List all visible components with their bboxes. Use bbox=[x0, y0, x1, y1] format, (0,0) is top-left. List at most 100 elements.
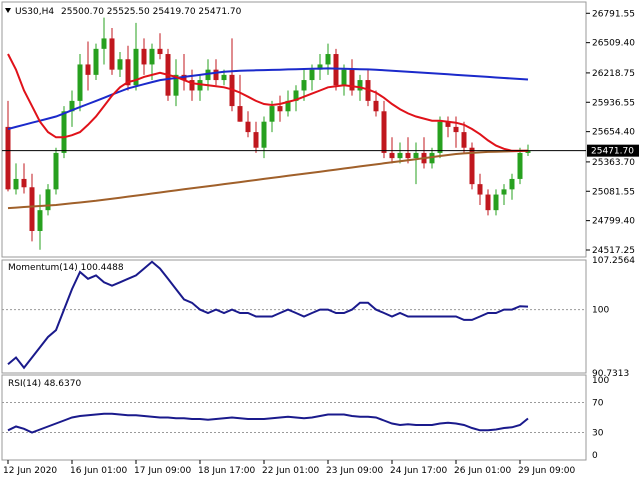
price-tick-label: 26791.55 bbox=[592, 9, 635, 19]
candle-body bbox=[509, 178, 515, 190]
ohlc-readout: 25500.70 25525.50 25419.70 25471.70 bbox=[61, 7, 242, 17]
candle-body bbox=[45, 189, 51, 211]
candle-body bbox=[453, 126, 459, 133]
main-panel-frame bbox=[1, 1, 587, 258]
time-tick-label: 22 Jun 01:00 bbox=[262, 466, 319, 476]
price-tick-label: 25363.70 bbox=[592, 158, 635, 168]
time-tick-label: 17 Jun 09:00 bbox=[134, 466, 191, 476]
price-tick-label: 24799.40 bbox=[592, 217, 635, 227]
rsi-panel-frame bbox=[1, 374, 587, 461]
candle-body bbox=[317, 64, 323, 70]
ema50-line bbox=[7, 67, 529, 130]
current-price-label: 25471.70 bbox=[591, 147, 634, 157]
candle-body bbox=[381, 111, 387, 153]
time-tick-label: 26 Jun 01:00 bbox=[454, 466, 511, 476]
price-tick-label: 26509.40 bbox=[592, 39, 635, 49]
candle-body bbox=[437, 121, 443, 153]
candle-body bbox=[77, 64, 83, 101]
candle-body bbox=[213, 69, 219, 81]
momentum-panel-frame bbox=[1, 259, 587, 374]
candle-body bbox=[309, 69, 315, 81]
candle-body bbox=[405, 152, 411, 159]
candle-body bbox=[493, 194, 499, 211]
rsi-tick-label: 70 bbox=[592, 399, 604, 409]
candle-body bbox=[341, 69, 347, 86]
momentum-line bbox=[7, 260, 529, 370]
candle-body bbox=[205, 69, 211, 81]
rsi-tick-label: 30 bbox=[592, 429, 604, 439]
candle-body bbox=[149, 48, 155, 65]
candle-body bbox=[445, 121, 451, 127]
candle-body bbox=[293, 90, 299, 101]
candle-body bbox=[501, 189, 507, 195]
candle-body bbox=[429, 152, 435, 164]
time-tick-label: 12 Jun 2020 bbox=[3, 466, 57, 476]
price-tick-label: 26218.75 bbox=[592, 69, 635, 79]
rsi-title: RSI(14) 48.6370 bbox=[8, 379, 81, 389]
candle-body bbox=[357, 80, 363, 91]
candle-body bbox=[61, 111, 67, 153]
candle-body bbox=[189, 80, 195, 91]
candle-body bbox=[245, 121, 251, 133]
candle-body bbox=[285, 100, 291, 112]
time-tick-label: 18 Jun 17:00 bbox=[198, 466, 255, 476]
main-panel: 26791.55 26509.40 26218.75 25936.55 25654.40… bbox=[1, 1, 639, 258]
candle-body bbox=[389, 152, 395, 159]
rsi-panel: 100 70 30 0 bbox=[1, 374, 609, 461]
candle-body bbox=[325, 54, 331, 65]
current-price-box bbox=[587, 144, 639, 157]
candle-body bbox=[477, 184, 483, 195]
candle-body bbox=[29, 187, 35, 231]
rsi-tick-label: 100 bbox=[592, 376, 609, 386]
candle-body bbox=[5, 126, 11, 190]
time-tick-label: 23 Jun 09:00 bbox=[326, 466, 383, 476]
candle-body bbox=[237, 106, 243, 122]
candle-body bbox=[117, 59, 123, 70]
rsi-tick-label: 0 bbox=[592, 451, 598, 461]
candle-body bbox=[101, 38, 107, 49]
candle-body bbox=[109, 38, 115, 70]
time-tick-label: 24 Jun 17:00 bbox=[390, 466, 447, 476]
candle-body bbox=[141, 48, 147, 65]
ema20-line bbox=[7, 53, 528, 152]
candle-body bbox=[333, 54, 339, 86]
candle-body bbox=[517, 152, 523, 179]
rsi-line bbox=[7, 412, 529, 434]
candle-body bbox=[53, 152, 59, 190]
candle-body bbox=[133, 48, 139, 86]
candle-body bbox=[173, 74, 179, 96]
candle-body bbox=[85, 64, 91, 75]
candle-body bbox=[413, 152, 419, 159]
momentum-tick-label: 100 bbox=[592, 306, 609, 316]
price-tick-label: 25081.55 bbox=[592, 187, 635, 197]
price-tick-label: 25936.55 bbox=[592, 98, 635, 108]
momentum-tick-label: 107.2564 bbox=[592, 256, 635, 266]
candle-body bbox=[261, 121, 267, 148]
time-tick-label: 29 Jun 09:00 bbox=[518, 466, 575, 476]
price-tick-label: 24517.25 bbox=[592, 246, 635, 256]
momentum-title: Momentum(14) 100.4488 bbox=[8, 263, 124, 273]
ema200-line bbox=[7, 149, 529, 210]
candle-body bbox=[93, 48, 99, 75]
candle-body bbox=[397, 152, 403, 159]
triangle-down-icon bbox=[5, 8, 11, 13]
candle-body bbox=[221, 74, 227, 81]
candle-body bbox=[301, 80, 307, 91]
candle-body bbox=[373, 100, 379, 112]
candle-body bbox=[157, 48, 163, 55]
candle-body bbox=[125, 59, 131, 86]
candle-body bbox=[13, 178, 19, 190]
candle-body bbox=[37, 210, 43, 231]
candle-body bbox=[349, 69, 355, 91]
momentum-panel: 107.2564 100 90.7313 bbox=[1, 256, 635, 379]
candle-body bbox=[485, 194, 491, 211]
candle-body bbox=[277, 106, 283, 112]
price-tick-label: 25654.40 bbox=[592, 128, 635, 138]
candle-body bbox=[197, 80, 203, 91]
candle-body bbox=[21, 178, 27, 188]
candle-body bbox=[269, 106, 275, 122]
time-axis: 12 Jun 2020 16 Jun 01:00 17 Jun 09:00 18 Ju… bbox=[3, 460, 575, 476]
candle-body bbox=[253, 132, 259, 148]
candle-body bbox=[469, 147, 475, 185]
